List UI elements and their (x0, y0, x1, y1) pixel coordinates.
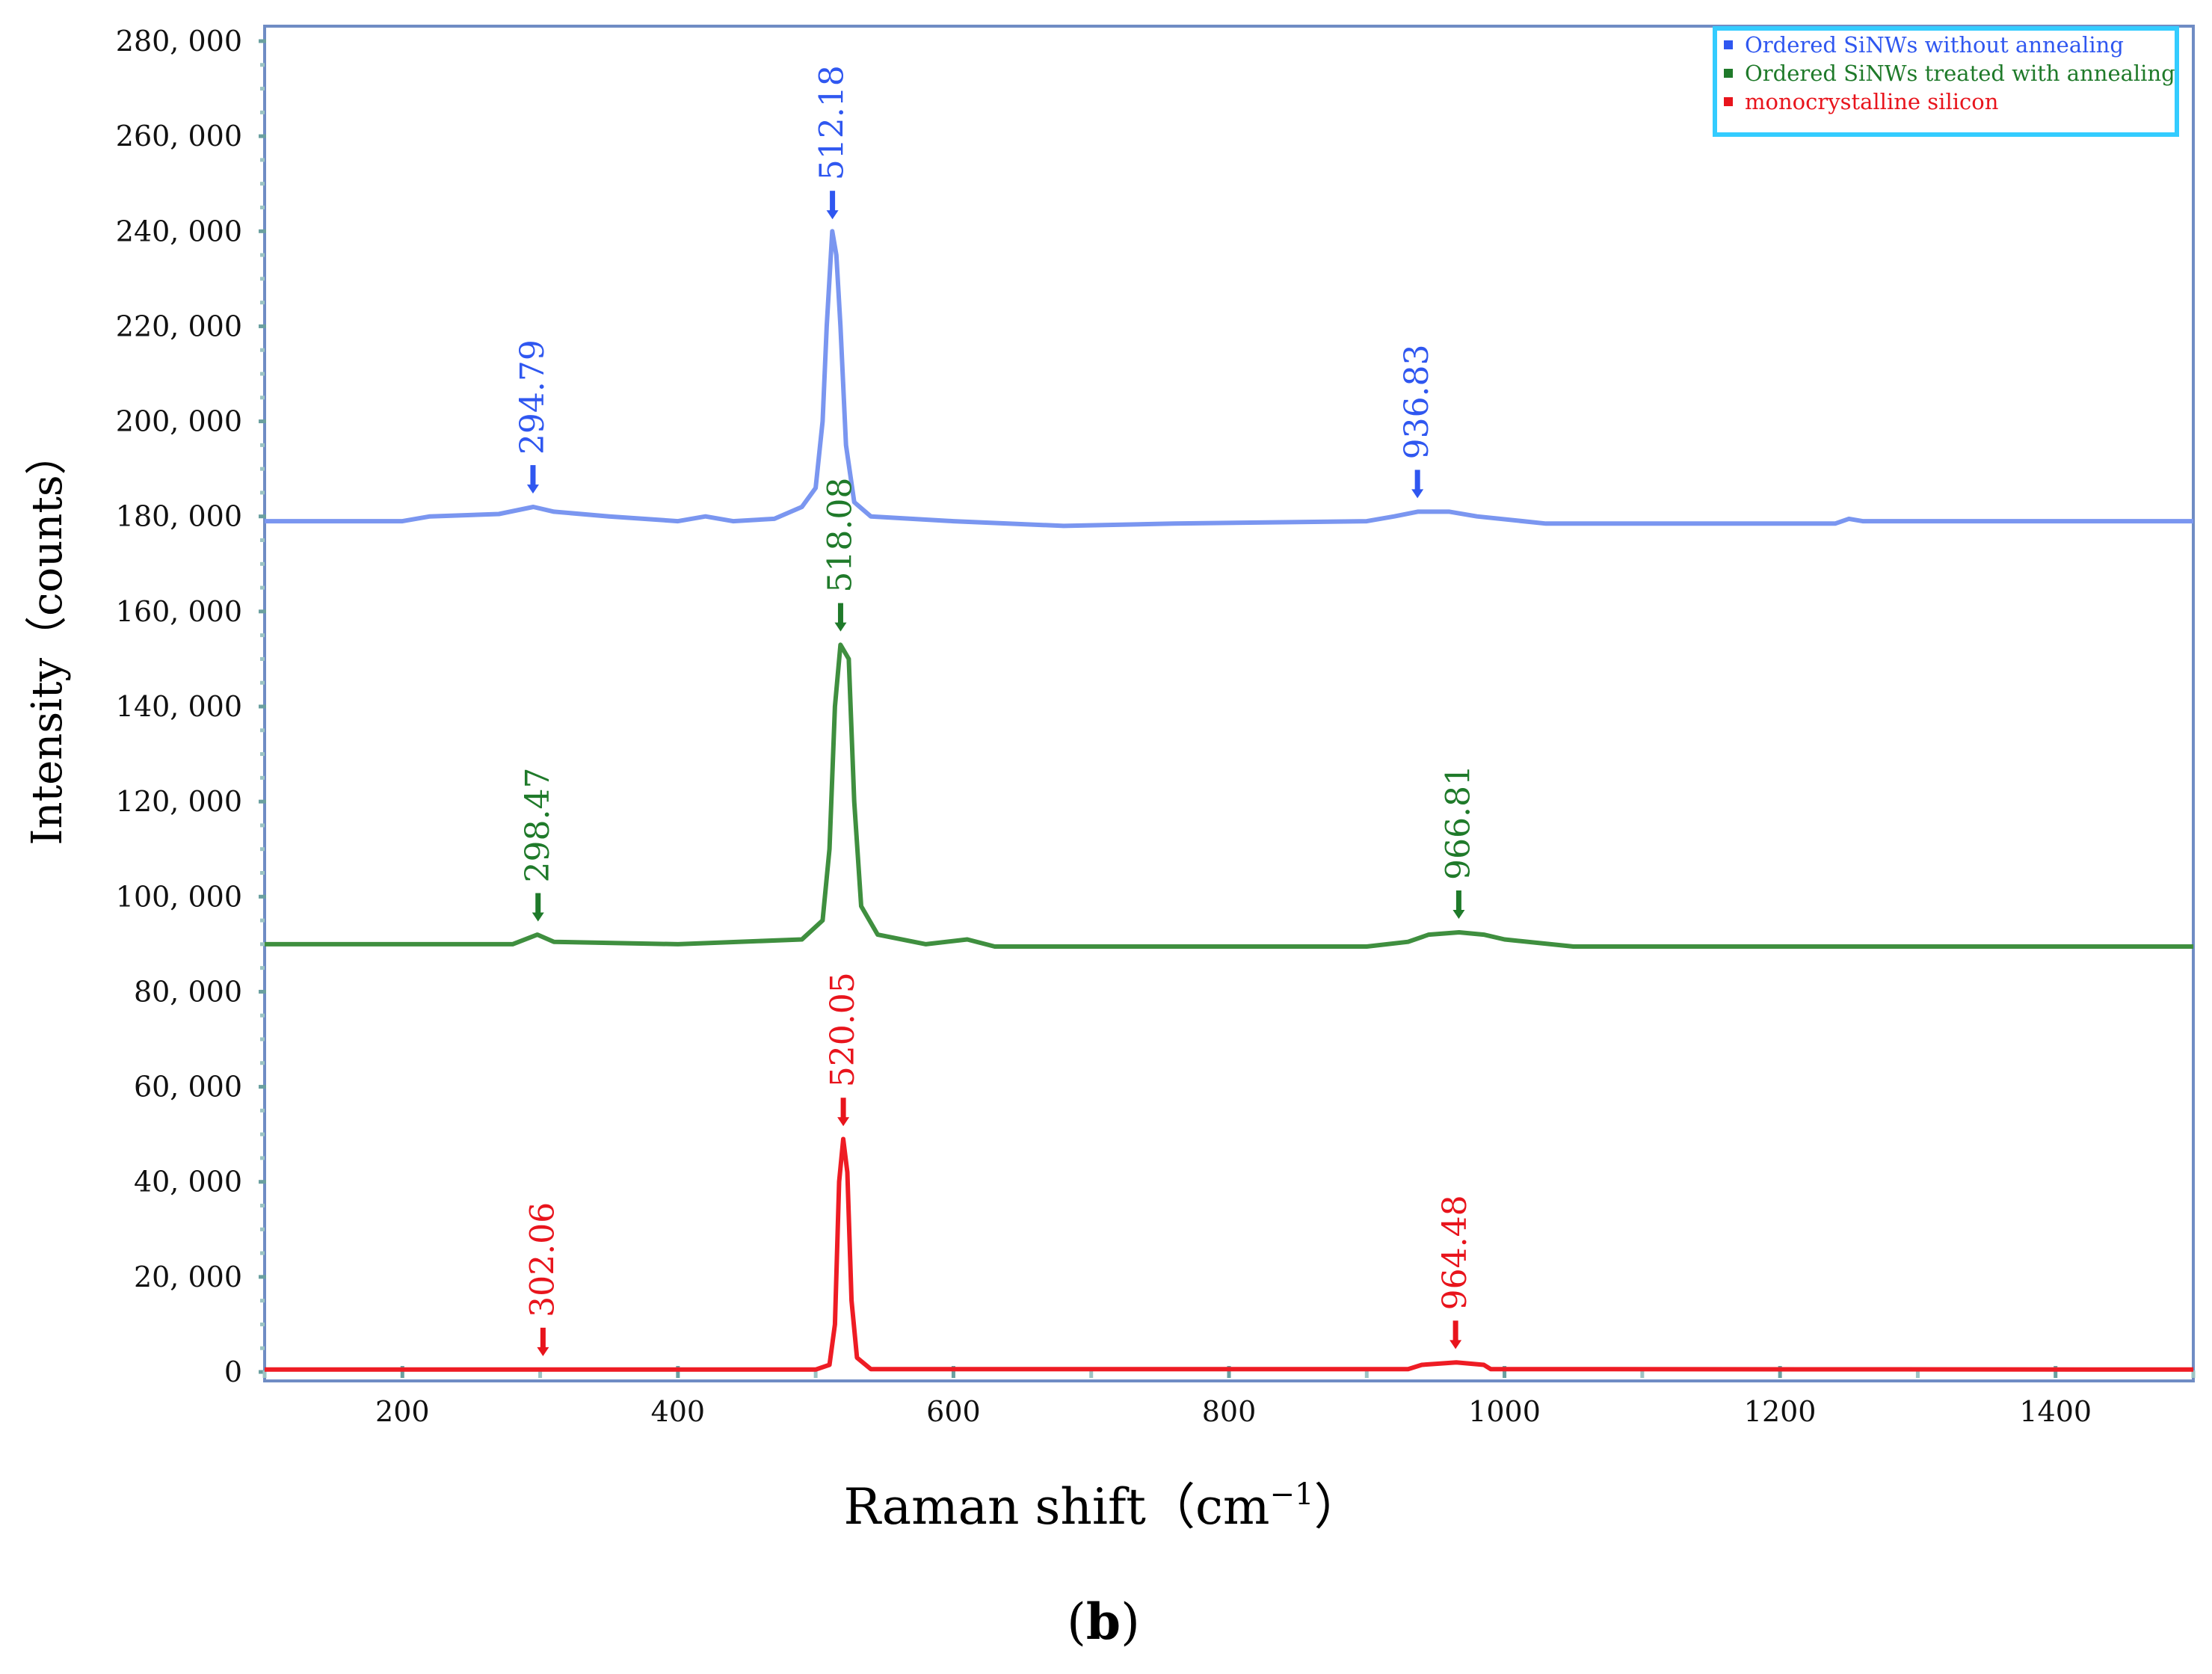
peak-annotations: 294.79 512.18 936.83 298.47 518.08 966.81 302.… (514, 65, 1477, 1356)
y-tick-label: 180, 000 (116, 500, 242, 533)
legend-swatch (1724, 69, 1733, 78)
y-tick-label: 200, 000 (116, 405, 242, 438)
y-tick-label: 40, 000 (134, 1166, 242, 1198)
y-axis-ticks: 0 20, 000 40, 000 60, 000 80, 000 100, 000 120… (116, 25, 266, 1388)
peak-label: 966.81 (1439, 765, 1477, 880)
legend-swatch (1724, 40, 1733, 49)
peak-arrow-head (537, 1347, 549, 1356)
legend-label: Ordered SiNWs without annealing (1745, 32, 2124, 58)
peak-label: 294.79 (514, 339, 552, 455)
x-tick-label: 600 (926, 1395, 981, 1428)
y-tick-label: 60, 000 (134, 1071, 242, 1104)
series-line-3 (265, 1136, 2194, 1372)
peak-arrow-head (834, 622, 847, 632)
panel-label: (b) (1067, 1593, 1140, 1651)
peak-label: 520.05 (824, 972, 862, 1087)
y-tick-label: 280, 000 (116, 25, 242, 58)
y-tick-label: 100, 000 (116, 880, 242, 913)
legend-box (1713, 26, 2179, 137)
y-tick-label: 80, 000 (134, 975, 242, 1008)
peak-arrow-head (1452, 909, 1465, 919)
legend: Ordered SiNWs without annealing Ordered S… (1713, 26, 2179, 137)
x-tick-label: 1400 (2019, 1395, 2092, 1428)
peak-label: 302.06 (523, 1202, 561, 1317)
y-tick-label: 0 (224, 1355, 242, 1388)
x-axis-title: Raman shift（cm−1） (844, 1477, 1364, 1536)
series-line-2 (265, 642, 2193, 949)
y-tick-label: 120, 000 (116, 785, 242, 818)
peak-arrow-head (1449, 1340, 1462, 1350)
y-tick-label: 220, 000 (116, 310, 242, 342)
peak-arrow-head (526, 484, 539, 494)
peak-arrow-head (1411, 489, 1424, 499)
peak-arrow-head (837, 1117, 850, 1127)
x-axis-title-main: Raman shift（cm (844, 1478, 1270, 1536)
plot-area (263, 25, 2195, 1382)
legend-swatch (1724, 97, 1733, 106)
peak-label: 512.18 (813, 65, 851, 180)
x-axis-title-close: ） (1313, 1478, 1363, 1536)
x-tick-label: 200 (375, 1395, 430, 1428)
peak-arrow-head (826, 210, 839, 220)
x-tick-label: 1000 (1468, 1395, 1541, 1428)
series-lines (265, 229, 2194, 1372)
x-tick-label: 800 (1202, 1395, 1257, 1428)
series-line-1 (265, 229, 2193, 529)
peak-label: 936.83 (1398, 344, 1436, 459)
y-tick-label: 20, 000 (134, 1261, 242, 1293)
x-tick-label: 400 (651, 1395, 706, 1428)
y-tick-label: 160, 000 (116, 595, 242, 628)
panel-label-letter: b (1086, 1593, 1121, 1651)
y-tick-label: 140, 000 (116, 690, 242, 723)
legend-label: monocrystalline silicon (1745, 89, 1998, 114)
legend-label: Ordered SiNWs treated with annealing (1745, 61, 2175, 86)
peak-label: 964.48 (1436, 1195, 1474, 1310)
x-axis-ticks: 200 400 600 800 1000 1200 1400 (262, 1366, 2196, 1428)
y-axis-title: Intensity（counts） (23, 433, 72, 845)
peak-label: 298.47 (519, 768, 557, 883)
x-tick-label: 1200 (1744, 1395, 1817, 1428)
peak-label: 518.08 (821, 478, 859, 593)
peak-arrow-head (532, 912, 544, 922)
y-tick-label: 260, 000 (116, 120, 242, 153)
x-axis-title-superscript: −1 (1270, 1477, 1314, 1512)
y-tick-label: 240, 000 (116, 215, 242, 247)
